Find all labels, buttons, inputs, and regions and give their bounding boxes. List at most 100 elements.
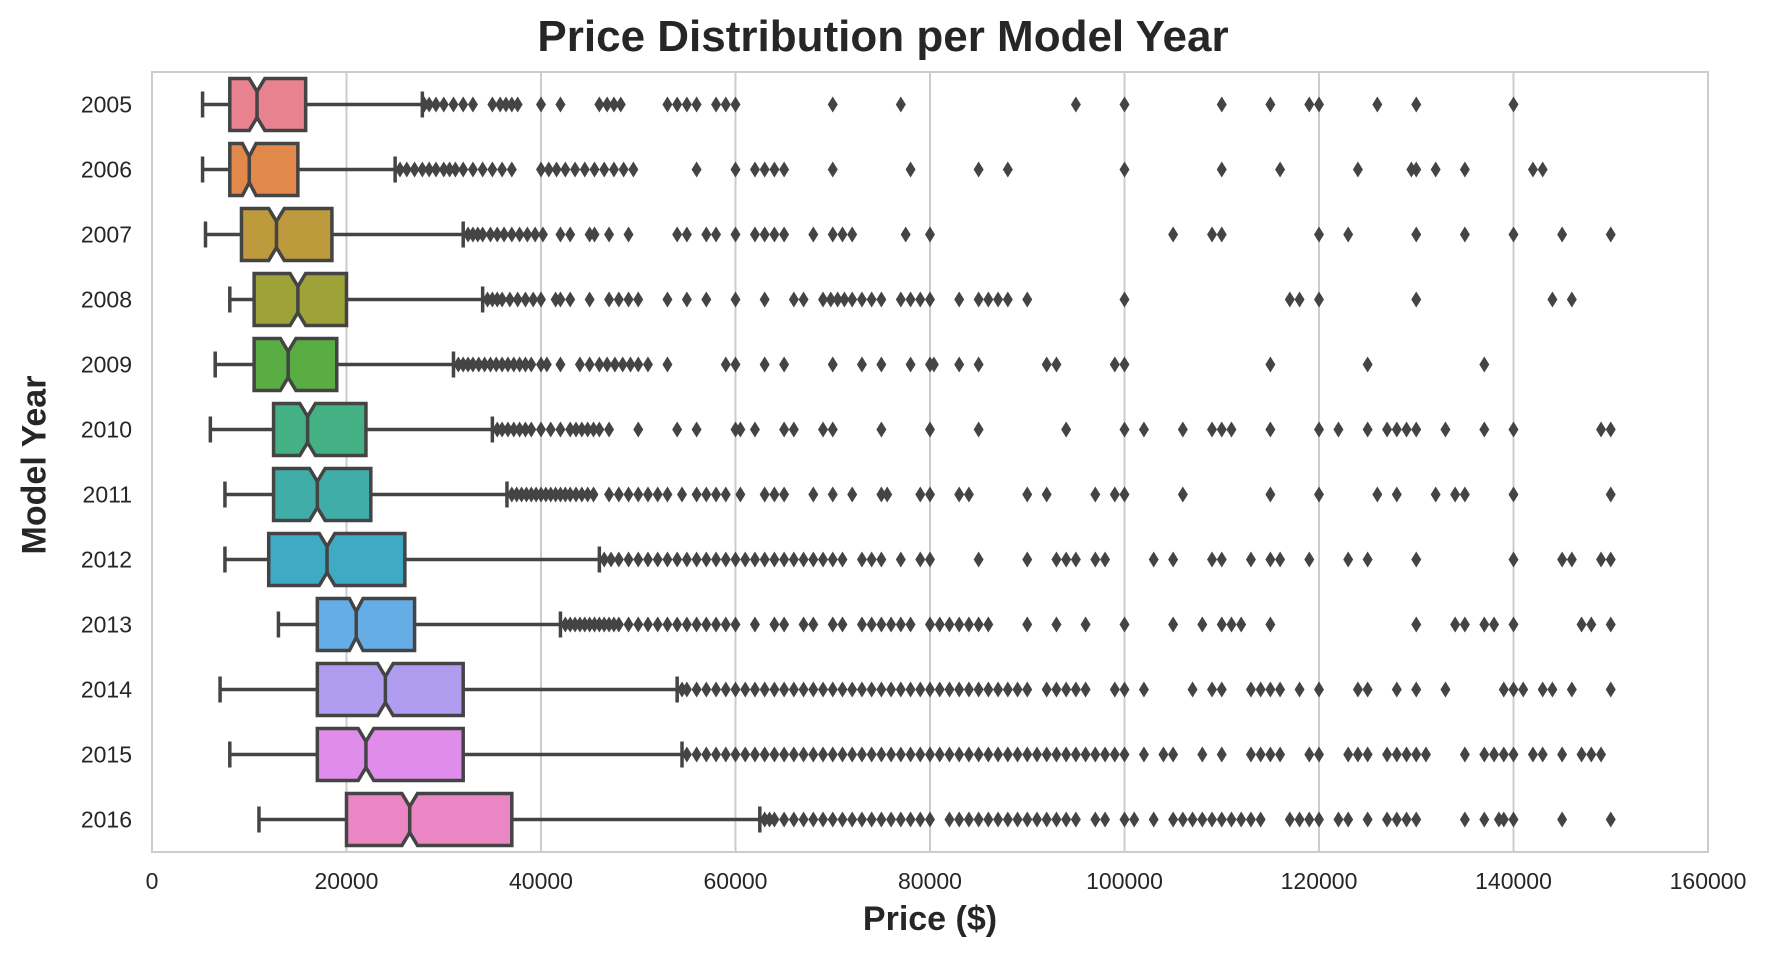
outlier-point xyxy=(1080,746,1091,763)
outlier-point xyxy=(798,551,809,568)
outlier-point xyxy=(720,616,731,633)
box-body xyxy=(252,271,349,328)
outlier-point xyxy=(681,681,692,698)
outlier-point xyxy=(866,291,877,308)
outlier-point xyxy=(1012,811,1023,828)
box-2012 xyxy=(223,531,1616,588)
outlier-point xyxy=(1197,746,1208,763)
outlier-point xyxy=(497,291,508,308)
outlier-point xyxy=(1100,811,1111,828)
outlier-point xyxy=(856,291,867,308)
outlier-point xyxy=(594,96,605,113)
outlier-point xyxy=(1605,616,1616,633)
outlier-point xyxy=(1109,356,1120,373)
outlier-point xyxy=(973,551,984,568)
outlier-point xyxy=(506,96,517,113)
outlier-point xyxy=(1343,226,1354,243)
outlier-point xyxy=(681,226,692,243)
outlier-point xyxy=(1450,486,1461,503)
outlier-point xyxy=(582,421,593,438)
outlier-point xyxy=(1547,291,1558,308)
outlier-point xyxy=(1090,486,1101,503)
outlier-point xyxy=(589,226,600,243)
outlier-point xyxy=(1596,746,1607,763)
outlier-point xyxy=(1343,811,1354,828)
outlier-point xyxy=(711,746,722,763)
outlier-point xyxy=(749,681,760,698)
outlier-point xyxy=(876,551,887,568)
outlier-point xyxy=(827,746,838,763)
outlier-point xyxy=(1294,291,1305,308)
x-tick-label: 80000 xyxy=(898,868,962,894)
outlier-point xyxy=(788,746,799,763)
outlier-point xyxy=(798,746,809,763)
outlier-point xyxy=(1138,421,1149,438)
outlier-point xyxy=(1391,746,1402,763)
outlier-point xyxy=(1187,811,1198,828)
outlier-point xyxy=(1255,811,1266,828)
outlier-point xyxy=(681,616,692,633)
outlier-point xyxy=(1119,616,1130,633)
outlier-point xyxy=(512,291,523,308)
outlier-point xyxy=(1527,161,1538,178)
outlier-point xyxy=(1566,551,1577,568)
outlier-point xyxy=(576,486,587,503)
outlier-point xyxy=(555,291,566,308)
outlier-point xyxy=(1119,161,1130,178)
outlier-point xyxy=(832,291,843,308)
outlier-point xyxy=(701,486,712,503)
outlier-point xyxy=(565,226,576,243)
outlier-point xyxy=(448,96,459,113)
outlier-point xyxy=(1041,681,1052,698)
outlier-point xyxy=(599,161,610,178)
outlier-point xyxy=(944,811,955,828)
outlier-point xyxy=(530,226,541,243)
outlier-point xyxy=(1022,486,1033,503)
outlier-point xyxy=(1352,746,1363,763)
outlier-point xyxy=(502,421,513,438)
outlier-point xyxy=(1275,551,1286,568)
outlier-point xyxy=(1148,551,1159,568)
outlier-point xyxy=(730,96,741,113)
outlier-point xyxy=(582,486,593,503)
outlier-point xyxy=(769,616,780,633)
outlier-point xyxy=(545,421,556,438)
outlier-point xyxy=(662,486,673,503)
outlier-point xyxy=(1333,421,1344,438)
outlier-point xyxy=(1207,811,1218,828)
outlier-point xyxy=(1070,96,1081,113)
outlier-point xyxy=(963,486,974,503)
outlier-point xyxy=(847,746,858,763)
box-2011 xyxy=(223,466,1616,523)
outlier-point xyxy=(526,356,537,373)
outlier-point xyxy=(925,551,935,568)
outlier-point xyxy=(1362,551,1373,568)
outlier-point xyxy=(1304,96,1315,113)
y-axis-ticks: 2005 2006 2007 2008 2009 2010 2011 2012 2013 2014… xyxy=(81,92,132,833)
outlier-point xyxy=(895,96,906,113)
outlier-point xyxy=(1498,681,1509,698)
outlier-point xyxy=(1557,746,1568,763)
outlier-point xyxy=(1041,746,1052,763)
outlier-point xyxy=(1314,811,1324,828)
outlier-point xyxy=(993,681,1004,698)
outlier-point xyxy=(672,551,683,568)
outlier-point xyxy=(394,161,405,178)
outlier-point xyxy=(886,811,897,828)
outlier-point xyxy=(1508,551,1519,568)
outlier-point xyxy=(1207,551,1218,568)
outlier-point xyxy=(827,681,838,698)
outlier-point xyxy=(895,616,906,633)
box-2006 xyxy=(200,141,1548,198)
outlier-point xyxy=(788,811,799,828)
outlier-point xyxy=(409,161,420,178)
outlier-point xyxy=(925,681,935,698)
outlier-point xyxy=(720,681,731,698)
outlier-point xyxy=(677,486,688,503)
outlier-point xyxy=(720,96,731,113)
outlier-point xyxy=(915,681,926,698)
outlier-point xyxy=(514,226,525,243)
outlier-point xyxy=(1518,681,1529,698)
outlier-point xyxy=(417,161,428,178)
outlier-point xyxy=(730,681,741,698)
